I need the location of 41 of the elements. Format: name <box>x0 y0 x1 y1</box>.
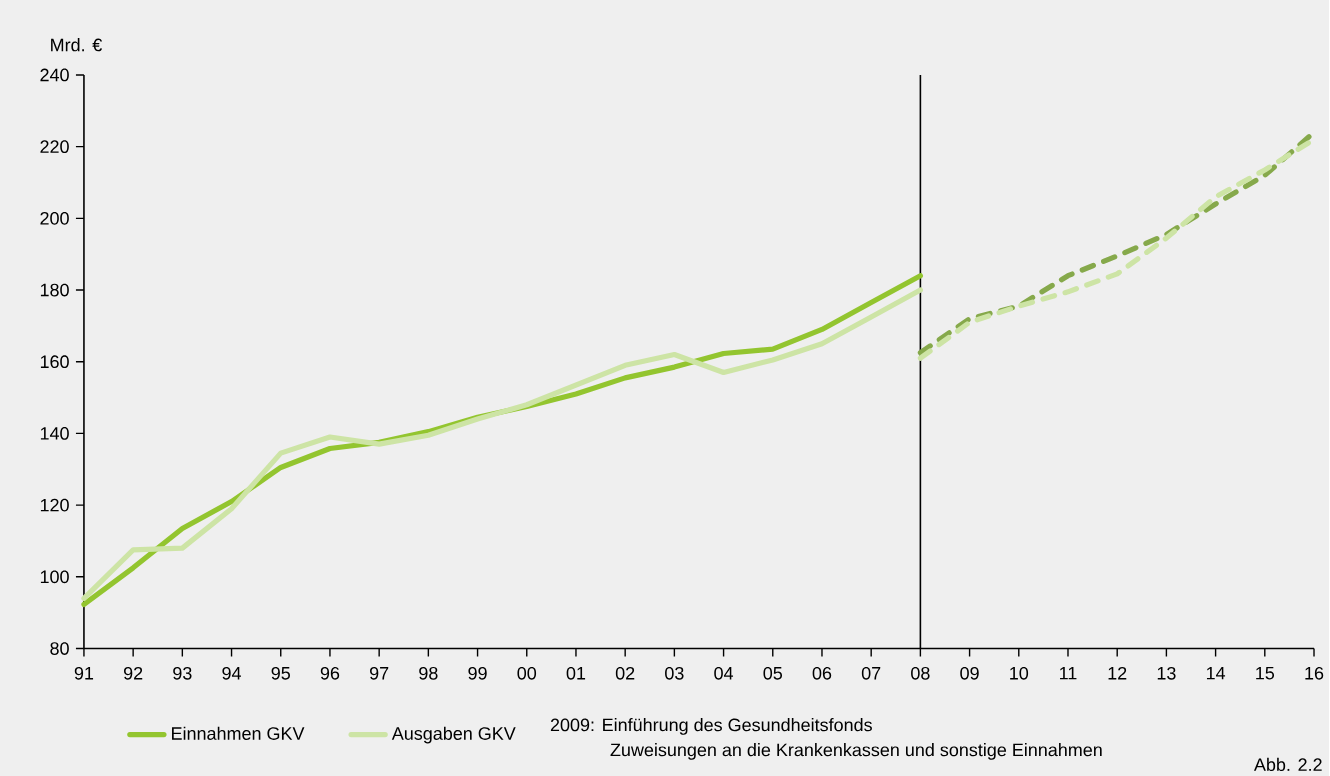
x-tick-label: 03 <box>665 666 684 680</box>
x-tick-label: 04 <box>714 666 734 680</box>
x-tick-label: 93 <box>173 666 192 680</box>
x-tick-label: 91 <box>74 666 94 680</box>
x-tick-label: 09 <box>960 666 979 680</box>
y-tick-label: 120 <box>40 498 69 512</box>
legend-label: Ausgaben GKV <box>391 726 516 744</box>
x-tick-label: 16 <box>1305 666 1324 680</box>
y-tick-label: 240 <box>40 68 69 82</box>
x-tick-label: 97 <box>370 666 389 680</box>
x-tick-label: 10 <box>1010 666 1029 680</box>
x-tick-label: 98 <box>419 666 438 680</box>
y-tick-label: 160 <box>40 355 69 368</box>
x-tick-label: 96 <box>320 666 340 680</box>
x-tick-label: 13 <box>1157 666 1176 680</box>
x-tick-label: 01 <box>566 666 586 680</box>
x-tick-label: 06 <box>812 666 832 680</box>
x-tick-label: 14 <box>1206 666 1226 680</box>
x-tick-label: 02 <box>615 666 635 680</box>
text: 2009: Einführung des Gesundheitsfonds <box>550 717 872 735</box>
x-tick-label: 12 <box>1108 666 1127 680</box>
x-tick-label: 95 <box>271 666 290 680</box>
x-tick-label: 05 <box>763 666 783 680</box>
y-tick-label: 200 <box>40 211 69 225</box>
x-tick-label: 11 <box>1060 666 1077 680</box>
text: Zuweisungen an die Krankenkassen und sonstige Einnahmen <box>610 742 1102 760</box>
y-tick-label: 180 <box>40 283 69 297</box>
x-tick-label: 08 <box>911 666 930 680</box>
x-tick-label: 07 <box>861 666 881 680</box>
x-tick-label: 00 <box>517 666 537 680</box>
y-tick-label: 140 <box>40 426 69 440</box>
x-tick-label: 15 <box>1256 666 1275 680</box>
x-tick-label: 99 <box>468 666 487 680</box>
x-tick-label: 94 <box>222 666 242 680</box>
x-tick-label: 92 <box>123 666 143 680</box>
y-axis-title: Mrd. € <box>51 37 102 52</box>
y-tick-label: 100 <box>40 570 69 583</box>
y-tick-label: 80 <box>50 641 69 655</box>
y-tick-label: 220 <box>40 140 69 153</box>
legend-label: Einnahmen GKV <box>172 726 305 740</box>
caption: Abb. 2.2 <box>1253 757 1322 771</box>
